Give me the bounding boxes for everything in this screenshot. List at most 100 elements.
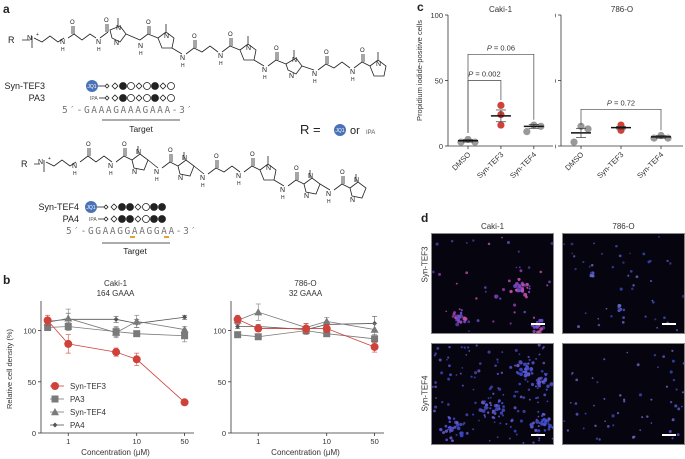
highlight-mark [130, 236, 135, 238]
svg-text:50: 50 [218, 378, 226, 387]
svg-text:10: 10 [133, 437, 141, 446]
dot-group-dmso [457, 135, 479, 146]
svg-text:164 GAAA: 164 GAAA [97, 289, 135, 298]
panel-d-label: d [421, 211, 429, 225]
svg-text:10: 10 [323, 437, 331, 446]
svg-text:IPA: IPA [89, 217, 97, 223]
svg-text:H: H [73, 171, 77, 177]
row-label-syn-tef4: Syn-TEF4 [38, 202, 79, 212]
svg-text:N: N [236, 173, 241, 180]
svg-text:P = 0.06: P = 0.06 [487, 43, 515, 52]
svg-text:50: 50 [435, 77, 443, 86]
svg-text:JQ1: JQ1 [87, 84, 96, 90]
svg-text:Propidium iodide-positive cell: Propidium iodide-positive cells [415, 20, 424, 121]
svg-text:N: N [108, 163, 113, 170]
row-label-pa3: PA3 [29, 93, 45, 103]
svg-text:N: N [138, 43, 143, 50]
dot-group-dmso [570, 122, 592, 146]
svg-text:N: N [154, 169, 159, 176]
target-label-top: Target [129, 124, 153, 134]
svg-text:Syn-TEF3: Syn-TEF3 [475, 150, 505, 180]
svg-text:N: N [312, 71, 317, 78]
dna-sequence-top: 5′-GAAAGAAAGAAA-3′ [62, 105, 194, 116]
svg-text:0: 0 [555, 142, 556, 151]
svg-text:H: H [97, 47, 101, 53]
svg-text:N: N [200, 175, 205, 182]
svg-text:O: O [340, 170, 345, 176]
svg-text:H: H [237, 181, 241, 187]
svg-text:50: 50 [555, 77, 556, 86]
svg-text:0: 0 [439, 142, 443, 151]
r-definition-prefix: R = [300, 122, 321, 137]
svg-text:N: N [350, 197, 355, 204]
svg-text:O: O [86, 142, 91, 148]
svg-text:O: O [360, 48, 365, 54]
svg-text:P = 0.002: P = 0.002 [468, 70, 500, 79]
svg-text:Syn-TEF3: Syn-TEF3 [595, 150, 625, 180]
panel-b-label: b [3, 273, 11, 287]
svg-text:O: O [104, 18, 109, 24]
dot-group-syn-tef3 [490, 101, 511, 129]
svg-text:786-O: 786-O [611, 5, 633, 14]
scale-bar [662, 434, 676, 436]
svg-text:1: 1 [256, 437, 260, 446]
symbol-chain-syn-tef3 [98, 82, 175, 90]
svg-text:H: H [327, 199, 331, 205]
svg-text:O: O [122, 142, 127, 148]
svg-text:O: O [324, 50, 329, 56]
svg-text:N: N [354, 177, 359, 184]
svg-text:100: 100 [213, 327, 226, 336]
ipa-tag: IPA [90, 96, 98, 102]
svg-text:Caki-1: Caki-1 [104, 279, 128, 288]
svg-text:H: H [281, 195, 285, 201]
target-label-bottom: Target [123, 246, 147, 256]
scale-bar [531, 434, 545, 436]
svg-text:O: O [274, 46, 279, 52]
svg-text:H: H [109, 171, 113, 177]
svg-text:100: 100 [555, 11, 556, 20]
significance-bracket: P = 0.002 [467, 70, 502, 133]
svg-text:JQ1: JQ1 [335, 128, 344, 134]
svg-text:O: O [228, 32, 233, 38]
svg-text:50: 50 [180, 437, 188, 446]
chart-c-786o: 786-O 0 50 100 DMSO Syn-TEF3 Syn-TEF4 P = 0.72 [555, 5, 683, 180]
svg-text:1: 1 [66, 437, 70, 446]
svg-text:H: H [61, 47, 65, 53]
svg-text:DMSO: DMSO [450, 150, 472, 172]
series-pa3 [44, 322, 189, 343]
dna-sequence-bottom: 5′-GGAAGGAAGGAA-3′ [66, 226, 198, 237]
svg-text:Concentration (μM): Concentration (μM) [81, 448, 150, 457]
micro-row-label-syn-tef4: Syn-TEF4 [420, 375, 430, 412]
svg-text:N: N [136, 149, 141, 156]
jq1-badge-icon [334, 124, 346, 136]
svg-text:or: or [350, 125, 360, 137]
svg-text:O: O [294, 166, 299, 172]
svg-text:Relative cell density (%): Relative cell density (%) [5, 328, 14, 409]
svg-text:O: O [70, 20, 75, 26]
svg-text:Syn-TEF4: Syn-TEF4 [70, 408, 107, 417]
svg-text:H: H [139, 51, 143, 57]
svg-text:N: N [266, 165, 271, 172]
symbol-chain-syn-tef4 [97, 203, 166, 211]
svg-text:N: N [38, 159, 43, 166]
svg-text:N: N [350, 69, 355, 76]
svg-text:R: R [8, 35, 15, 45]
scale-bar [662, 323, 676, 325]
svg-text:N: N [178, 175, 183, 182]
svg-text:PA3: PA3 [70, 395, 85, 404]
symbol-chain-pa3 [99, 94, 175, 102]
significance-bracket: P = 0.72 [580, 98, 662, 131]
svg-text:H: H [181, 63, 185, 69]
svg-text:H: H [263, 75, 267, 81]
svg-text:N: N [289, 73, 294, 80]
svg-text:100: 100 [430, 11, 443, 20]
svg-text:N: N [72, 163, 77, 170]
micrograph-caki1-syn-tef4 [431, 343, 554, 445]
svg-text:H: H [219, 61, 223, 67]
svg-text:N: N [262, 67, 267, 74]
svg-text:N: N [164, 33, 169, 40]
svg-text:H: H [313, 79, 317, 85]
micro-col-label-caki1: Caki-1 [480, 222, 505, 231]
